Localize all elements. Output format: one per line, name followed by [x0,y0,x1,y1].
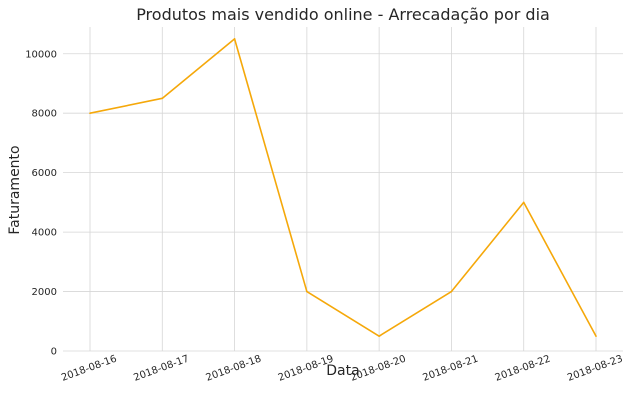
data-point [306,290,308,293]
y-tick-label: 4000 [32,228,57,239]
grid [63,27,623,352]
data-point [450,290,453,293]
chart-title: Produtos mais vendido online - Arrecadaç… [136,5,550,24]
y-axis-label: Faturamento [7,145,23,234]
data-point [595,335,597,337]
data-point [378,335,380,337]
x-axis-label: Data [326,363,359,379]
y-tick-label: 10000 [25,49,57,60]
series-layer [89,38,597,337]
data-point [89,112,91,115]
data-point [522,201,525,204]
data-point [233,38,236,40]
y-tick-label: 0 [51,347,57,358]
series-line [89,38,597,337]
y-tick-label: 2000 [32,287,57,298]
data-point [161,97,164,100]
y-tick-label: 8000 [32,109,57,120]
y-tick-label: 6000 [32,168,57,179]
